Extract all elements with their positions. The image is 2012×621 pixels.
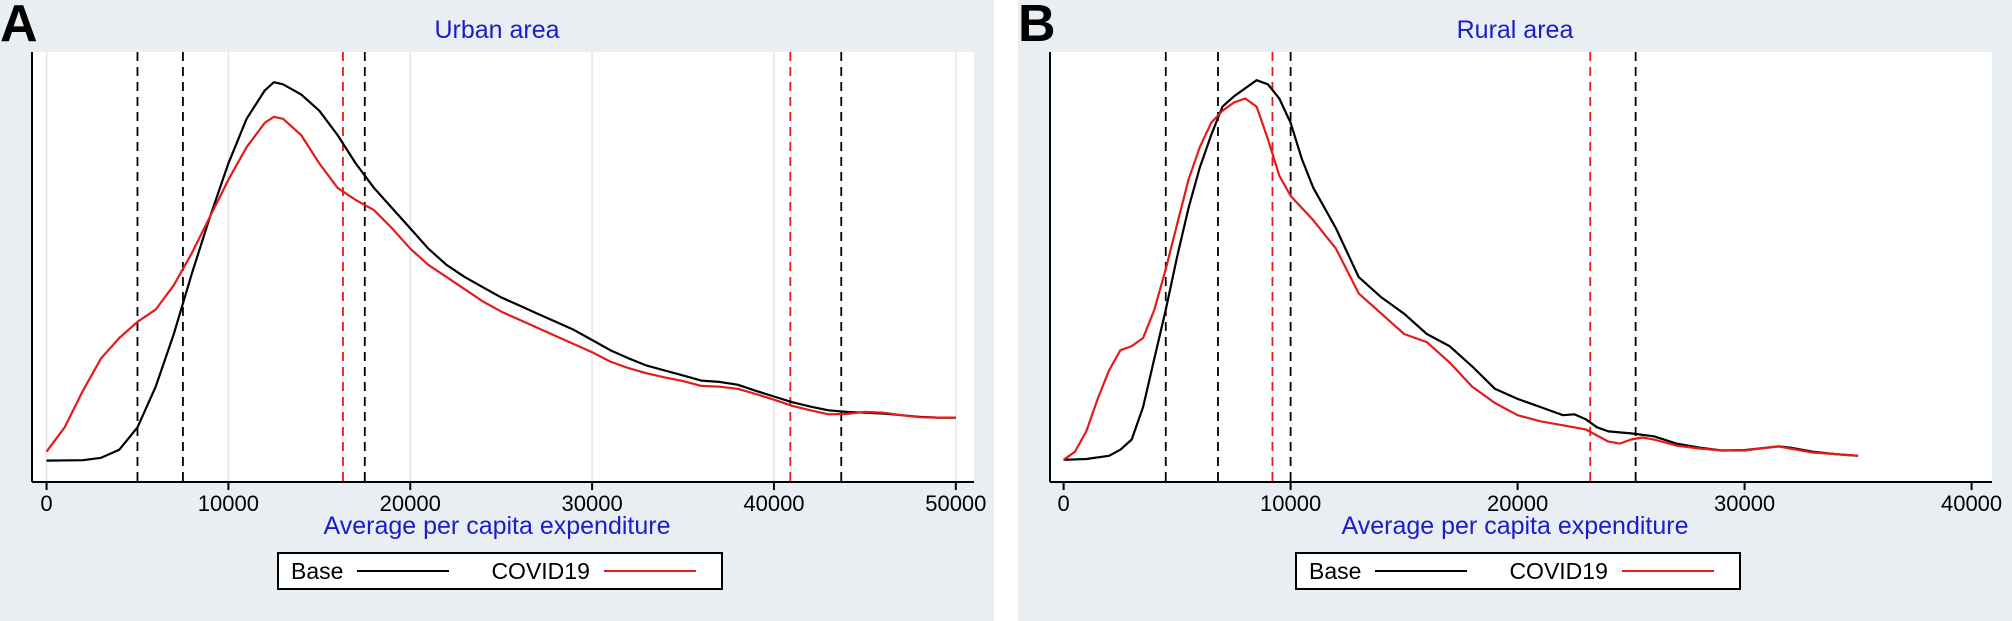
urban-legend: Base COVID19 xyxy=(277,552,723,590)
rural-plot-area xyxy=(1050,52,1992,482)
urban-series-covid19-line xyxy=(45,115,956,453)
urban-x-tick-label-0: 0 xyxy=(40,491,52,516)
rural-series-covid19-line xyxy=(1062,97,1859,461)
legend-item-base: Base xyxy=(1309,557,1468,585)
legend-item-base: Base xyxy=(291,557,450,585)
panel-label-b: B xyxy=(1018,0,1056,53)
urban-x-tick-label-4: 40000 xyxy=(743,491,804,516)
legend-item-covid: COVID19 xyxy=(1509,557,1714,585)
legend-swatch-covid xyxy=(1621,570,1714,572)
urban-series-base-line xyxy=(46,81,956,462)
urban-x-tick-label-3: 30000 xyxy=(562,491,623,516)
rural-x-tick-label-3: 30000 xyxy=(1714,491,1775,516)
legend-item-covid: COVID19 xyxy=(491,557,696,585)
urban-x-tick-label-5: 50000 xyxy=(925,491,986,516)
rural-x-tick-label-1: 10000 xyxy=(1260,491,1321,516)
rural-x-tick-label-0: 0 xyxy=(1057,491,1069,516)
legend-swatch-covid xyxy=(603,570,696,572)
panel-label-a: A xyxy=(0,0,38,53)
legend-label-covid: COVID19 xyxy=(1509,557,1608,584)
legend-label-base: Base xyxy=(291,557,344,584)
rural-x-tick-label-4: 40000 xyxy=(1941,491,2002,516)
urban-chart-svg: 0 10000 20000 30000 40000 50000 xyxy=(31,52,986,516)
urban-x-tick-label-2: 20000 xyxy=(380,491,441,516)
urban-x-axis-title: Average per capita expenditure xyxy=(323,512,671,540)
legend-label-covid: COVID19 xyxy=(491,557,590,584)
rural-chart-svg: 0 10000 20000 30000 40000 xyxy=(1049,52,2002,516)
rural-x-axis-title: Average per capita expenditure xyxy=(1341,512,1689,540)
urban-x-tick-label-1: 10000 xyxy=(198,491,259,516)
rural-chart-title: Rural area xyxy=(1456,16,1574,44)
legend-swatch-base xyxy=(357,570,450,572)
legend-swatch-base xyxy=(1375,570,1468,572)
legend-label-base: Base xyxy=(1309,557,1362,584)
urban-chart-title: Urban area xyxy=(434,16,560,44)
rural-legend: Base COVID19 xyxy=(1295,552,1741,590)
panel-urban: 0 10000 20000 30000 40000 50000 A Urban area … xyxy=(0,0,994,621)
rural-x-tick-label-2: 20000 xyxy=(1487,491,1548,516)
urban-plot-area xyxy=(32,52,974,482)
panel-rural: 0 10000 20000 30000 40000 B Rural area Avera… xyxy=(1018,0,2012,621)
